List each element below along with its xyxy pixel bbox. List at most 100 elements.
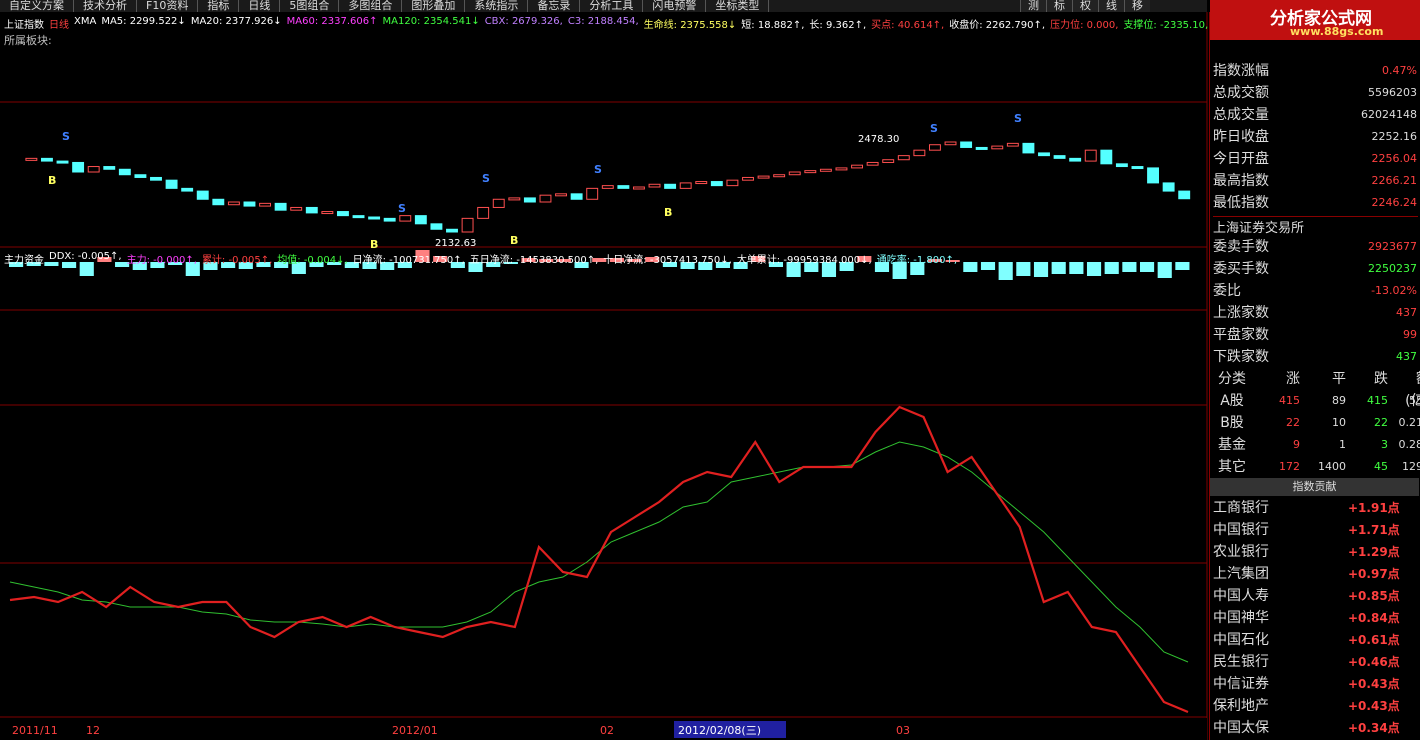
ddx-bar — [221, 262, 236, 268]
candle — [664, 183, 677, 189]
menu-item[interactable]: 日线 — [239, 0, 281, 12]
date-label: 02 — [600, 724, 614, 737]
candle — [352, 215, 365, 219]
candle — [523, 197, 536, 203]
candle — [882, 159, 895, 163]
ddx-bar: 主力资金 DDX: -0.005↑, 主力: -0.000↑, 累计: -0.005↑… — [4, 251, 1208, 266]
tool-button[interactable]: 权 — [1072, 0, 1098, 12]
table-header: 涨 — [1286, 371, 1300, 387]
candle — [570, 193, 583, 200]
ddx-bar — [1086, 262, 1102, 276]
table-cell: 9 — [1293, 438, 1300, 451]
tool-button[interactable]: 标 — [1046, 0, 1072, 12]
contrib-value: +1.91点 — [1348, 501, 1400, 515]
board-label: 所属板块: — [4, 33, 52, 47]
quote-label: 最低指数 — [1213, 195, 1269, 211]
menu-item[interactable]: 闪电预警 — [643, 0, 707, 12]
ddx-value: DDX: -0.005↑, — [49, 251, 122, 262]
contrib-name: 中国太保 — [1213, 720, 1269, 736]
quote-label: 上涨家数 — [1213, 305, 1269, 321]
candle — [1162, 182, 1175, 192]
menu-item[interactable]: 5图组合 — [280, 0, 340, 12]
ddx-bar — [556, 259, 571, 262]
menu-item[interactable]: 自定义方案 — [0, 0, 74, 12]
quote-row: 委买手数 2250237 — [1210, 258, 1419, 280]
quote-value: 2256.04 — [1371, 152, 1418, 165]
date-label: 12 — [86, 724, 100, 737]
ddx-bar — [62, 262, 77, 268]
candle — [103, 166, 116, 170]
menu-item[interactable]: 备忘录 — [528, 0, 581, 12]
menu-item[interactable]: 分析工具 — [580, 0, 644, 12]
ddx-bar — [468, 262, 483, 272]
contrib-name: 中国银行 — [1213, 522, 1269, 538]
tool-button[interactable]: 测 — [1020, 0, 1046, 12]
table-cell: B股 — [1220, 415, 1244, 431]
contrib-value: +0.97点 — [1348, 567, 1400, 581]
quote-value: 5596203 — [1368, 86, 1417, 99]
candle — [773, 174, 786, 178]
ddx-bar — [132, 262, 147, 270]
candle — [25, 157, 38, 161]
quote-row: 上涨家数 437 — [1210, 302, 1419, 324]
contrib-value: +1.29点 — [1348, 545, 1400, 559]
candle — [321, 211, 334, 215]
candle — [1147, 167, 1160, 184]
candle — [165, 179, 178, 189]
date-axis — [0, 718, 1207, 740]
ddx-bar — [874, 262, 890, 272]
candle — [1069, 157, 1082, 162]
table-header: 额(亿) — [1405, 371, 1420, 409]
contrib-value: +0.43点 — [1348, 677, 1400, 691]
signal: S — [398, 202, 406, 215]
ddx-bar — [26, 262, 41, 266]
contrib-value: +0.61点 — [1348, 633, 1400, 647]
table-cell: 45 — [1374, 460, 1388, 473]
ddx-bar — [79, 262, 94, 276]
menu-item[interactable]: 技术分析 — [74, 0, 137, 12]
contrib-value: +0.46点 — [1348, 655, 1400, 669]
candle — [897, 155, 910, 161]
ddx-bar — [97, 257, 112, 262]
candle — [1131, 166, 1144, 170]
candle — [617, 185, 630, 189]
menu-item[interactable]: 多图组合 — [339, 0, 403, 12]
ddx-bar — [839, 262, 854, 271]
contrib-header[interactable]: 指数贡献 — [1210, 478, 1419, 496]
candle — [648, 183, 661, 188]
menu-item[interactable]: 坐标类型 — [706, 0, 770, 12]
contrib-value: +0.85点 — [1348, 589, 1400, 603]
quote-value: 2252.16 — [1371, 130, 1418, 143]
ddx-bar — [627, 259, 642, 262]
menu-item[interactable]: 系统指示 — [465, 0, 529, 12]
table-cell: 22 — [1374, 416, 1388, 429]
contrib-value: +0.43点 — [1348, 699, 1400, 713]
menu-item[interactable]: 图形叠加 — [402, 0, 466, 12]
candle — [601, 185, 614, 189]
candle — [56, 160, 69, 164]
quote-label: 昨日收盘 — [1213, 129, 1269, 145]
menu-item[interactable]: F10资料 — [137, 0, 199, 12]
quote-label: 平盘家数 — [1213, 327, 1269, 343]
indicator-value: 短: 18.882↑, — [741, 20, 805, 30]
date-label: 2012/01 — [392, 724, 438, 737]
background — [0, 0, 1208, 740]
tool-button[interactable]: 线 — [1098, 0, 1124, 12]
flow-line — [9, 441, 1189, 663]
candle — [804, 170, 817, 174]
quote-row: 最低指数 2246.24 — [1210, 192, 1419, 214]
ddx-bar — [1051, 262, 1066, 274]
ddx-bar — [1175, 262, 1190, 270]
candle — [414, 215, 427, 225]
table-cell: 0.287 — [1398, 438, 1420, 451]
quote-value: -13.02% — [1371, 284, 1417, 297]
candle — [150, 176, 162, 181]
quote-label: 下跌家数 — [1213, 349, 1269, 365]
signal: S — [594, 163, 602, 176]
candle — [866, 161, 879, 166]
exchange-name: 上海证券交易所 — [1213, 216, 1418, 236]
menu-item[interactable]: 指标 — [198, 0, 240, 12]
candle — [134, 174, 147, 178]
tool-button[interactable]: 移 — [1124, 0, 1150, 12]
